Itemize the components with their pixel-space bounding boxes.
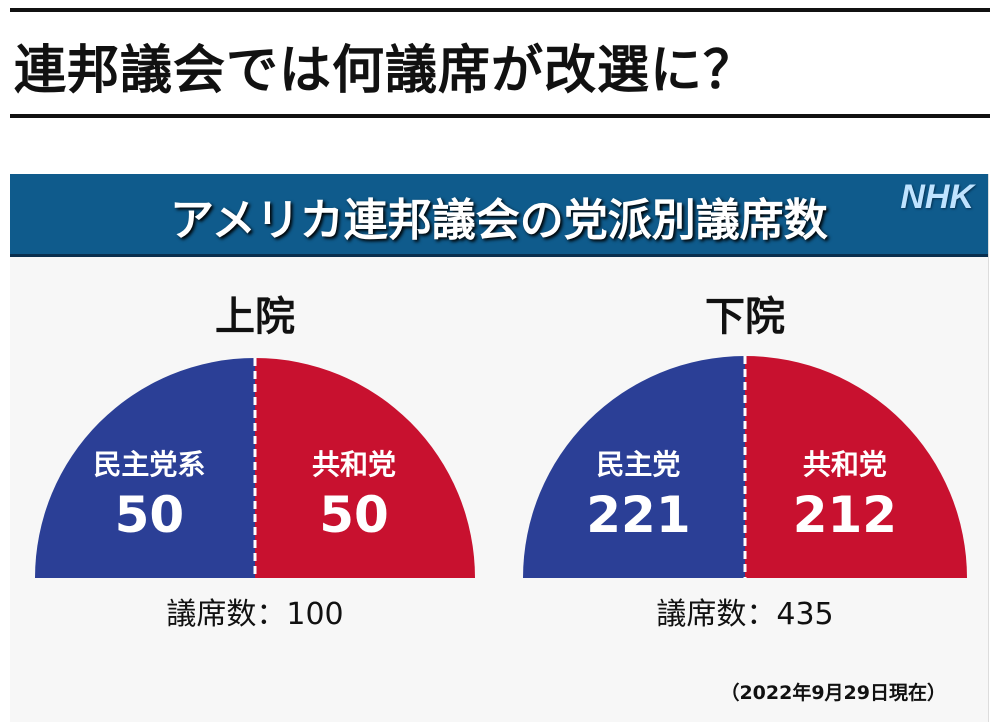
seat-count: 221 xyxy=(586,486,690,544)
party-label: 民主党系 xyxy=(93,448,205,481)
bottom-rule xyxy=(10,114,990,118)
party-label: 民主党 xyxy=(596,448,680,481)
chart-banner: アメリカ連邦議会の党派別議席数 NHK xyxy=(10,174,988,257)
chamber-label: 上院 xyxy=(215,294,295,340)
total-seats-label: 議席数：435 xyxy=(656,597,833,632)
seat-count: 50 xyxy=(319,486,389,544)
chart-card: アメリカ連邦議会の党派別議席数 NHK 上院民主党系 50 共和党 50 議席数：100… xyxy=(10,174,989,722)
nhk-logo: NHK xyxy=(900,178,974,216)
seat-count: 212 xyxy=(793,486,897,544)
footnote: （2022年9月29日現在） xyxy=(720,682,946,704)
total-seats-label: 議席数：100 xyxy=(166,597,343,632)
page-title: 連邦議会では何議席が改選に？ xyxy=(14,41,757,101)
top-rule xyxy=(10,8,990,12)
seat-count: 50 xyxy=(115,486,185,544)
seat-segment-right xyxy=(745,356,967,578)
party-label: 共和党 xyxy=(803,448,887,481)
chart-title: アメリカ連邦議会の党派別議席数 xyxy=(170,195,828,246)
chamber-label: 下院 xyxy=(705,294,785,340)
seat-segment-left xyxy=(523,356,745,578)
seat-segment-right xyxy=(255,358,475,578)
party-label: 共和党 xyxy=(312,448,396,481)
seat-segment-left xyxy=(35,358,255,578)
